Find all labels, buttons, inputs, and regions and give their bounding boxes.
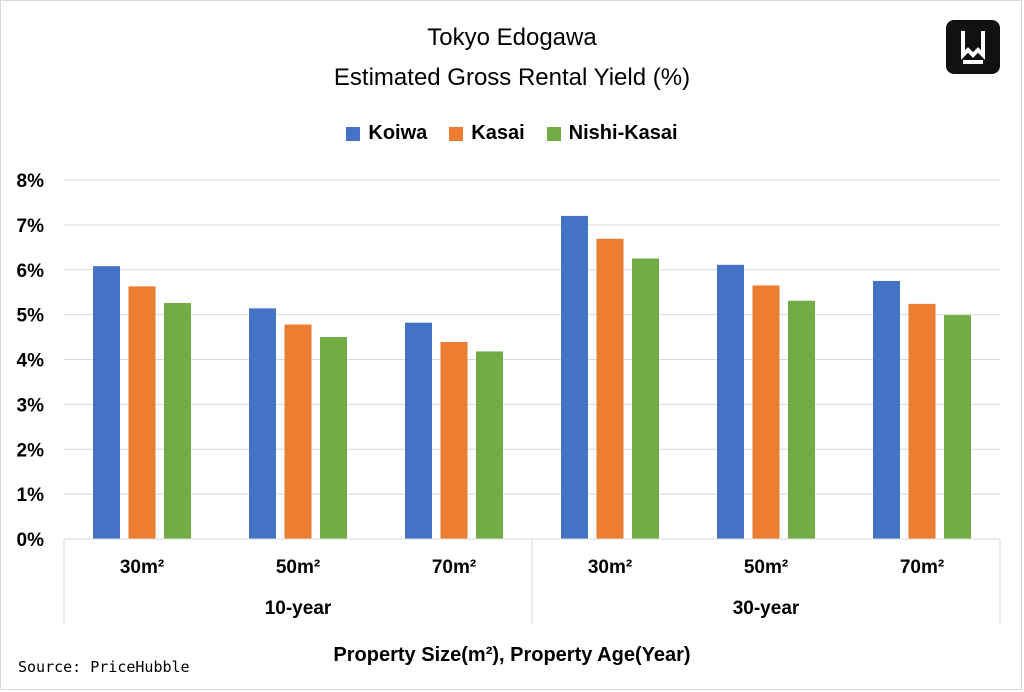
bar-koiwa: [561, 215, 588, 539]
legend-swatch-koiwa: [346, 126, 361, 141]
x-tick-label: 70m²: [900, 557, 944, 578]
bar-kasai: [440, 341, 468, 539]
x-tick-label: 30m²: [588, 557, 632, 578]
bar-kasai: [752, 285, 780, 539]
bar-kasai: [284, 324, 312, 539]
bar-koiwa: [405, 322, 432, 539]
bar-kasai: [128, 286, 156, 539]
bar-nishi-kasai: [476, 351, 503, 539]
legend-item-nishi-kasai: Nishi-Kasai: [546, 122, 678, 145]
x-tick-label: 30m²: [120, 557, 164, 578]
y-tick-label: 8%: [17, 171, 45, 192]
bar-nishi-kasai: [320, 337, 347, 539]
bar-nishi-kasai: [632, 258, 659, 539]
bar-nishi-kasai: [788, 300, 815, 539]
legend-label-nishi-kasai: Nishi-Kasai: [568, 122, 678, 144]
bar-koiwa: [873, 280, 900, 539]
y-tick-label: 4%: [17, 351, 45, 372]
bar-koiwa: [249, 308, 276, 539]
y-tick-label: 3%: [17, 395, 45, 416]
x-tick-label: 50m²: [276, 557, 320, 578]
legend-label-kasai: Kasai: [471, 122, 525, 144]
source-note: Source: PriceHubble: [18, 658, 190, 676]
bar-kasai: [908, 303, 936, 539]
x-tick-label: 50m²: [744, 557, 788, 578]
legend-label-koiwa: Koiwa: [368, 122, 428, 144]
x-tick-label: 70m²: [432, 557, 476, 578]
bar-nishi-kasai: [944, 315, 971, 539]
y-tick-label: 6%: [17, 261, 45, 282]
legend-swatch-kasai: [449, 126, 464, 141]
bar-nishi-kasai: [164, 302, 191, 539]
y-tick-label: 0%: [17, 530, 45, 551]
chart-subtitle: Estimated Gross Rental Yield (%): [333, 64, 691, 91]
x-group-label: 10-year: [265, 598, 332, 619]
chart-legend: Koiwa Kasai Nishi-Kasai: [0, 122, 1024, 145]
x-axis-title: Property Size(m²), Property Age(Year): [333, 644, 691, 666]
y-tick-label: 7%: [17, 216, 45, 237]
legend-swatch-nishi-kasai: [546, 126, 561, 141]
y-tick-label: 5%: [17, 306, 45, 327]
legend-item-koiwa: Koiwa: [346, 122, 427, 145]
bar-koiwa: [717, 264, 744, 539]
y-tick-label: 2%: [17, 440, 45, 461]
w-logo-icon: [946, 20, 1000, 74]
bar-koiwa: [93, 266, 120, 539]
x-group-label: 30-year: [733, 598, 800, 619]
legend-item-kasai: Kasai: [449, 122, 525, 145]
y-tick-label: 1%: [17, 485, 45, 506]
bar-kasai: [596, 238, 624, 539]
chart-title: Tokyo Edogawa: [427, 24, 597, 51]
